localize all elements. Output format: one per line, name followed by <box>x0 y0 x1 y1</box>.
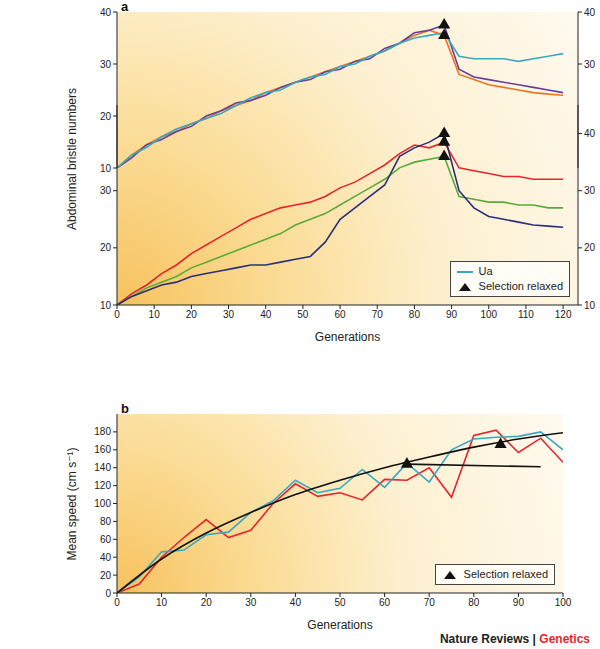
svg-text:100: 100 <box>555 597 572 608</box>
svg-text:30: 30 <box>100 59 112 70</box>
svg-text:10: 10 <box>149 309 161 320</box>
svg-text:80: 80 <box>100 516 112 527</box>
svg-text:90: 90 <box>513 597 525 608</box>
svg-text:30: 30 <box>584 185 592 196</box>
svg-text:70: 70 <box>372 309 384 320</box>
svg-text:160: 160 <box>94 444 111 455</box>
html-text:Nature Reviews | Genetics: Nature Reviews | Genetics <box>439 632 590 646</box>
svg-text:30: 30 <box>223 309 235 320</box>
svg-text:0: 0 <box>114 597 120 608</box>
svg-text:40: 40 <box>584 128 592 139</box>
svg-text:40: 40 <box>100 552 112 563</box>
svg-text:20: 20 <box>201 597 213 608</box>
svg-text:10: 10 <box>584 300 592 311</box>
svg-text:20: 20 <box>100 570 112 581</box>
svg-text:100: 100 <box>94 498 111 509</box>
svg-text:10: 10 <box>100 163 112 174</box>
html-text:b: b <box>121 401 129 416</box>
svg-text:70: 70 <box>424 597 436 608</box>
html-text:Selection relaxed: Selection relaxed <box>463 568 548 580</box>
html-text:Selection relaxed: Selection relaxed <box>478 280 563 292</box>
svg-text:0: 0 <box>114 309 120 320</box>
svg-text:30: 30 <box>245 597 257 608</box>
svg-text:40: 40 <box>100 7 112 18</box>
svg-text:20: 20 <box>584 242 592 253</box>
svg-text:Generations: Generations <box>315 330 380 343</box>
svg-text:0: 0 <box>105 588 111 599</box>
svg-text:40: 40 <box>260 309 272 320</box>
svg-text:60: 60 <box>335 309 347 320</box>
svg-text:80: 80 <box>409 309 421 320</box>
html-text:Abdominal bristle numbers: Abdominal bristle numbers <box>65 87 79 230</box>
svg-text:100: 100 <box>480 309 497 320</box>
svg-text:20: 20 <box>186 309 198 320</box>
html-text:Ua: Ua <box>478 265 493 277</box>
svg-text:20: 20 <box>100 111 112 122</box>
svg-text:40: 40 <box>290 597 302 608</box>
svg-text:120: 120 <box>555 309 572 320</box>
svg-text:Generations: Generations <box>307 618 372 631</box>
svg-text:140: 140 <box>94 462 111 473</box>
svg-text:60: 60 <box>379 597 391 608</box>
svg-text:30: 30 <box>584 59 592 70</box>
svg-text:50: 50 <box>334 597 346 608</box>
svg-text:60: 60 <box>100 534 112 545</box>
svg-text:40: 40 <box>584 7 592 18</box>
html-text:Mean speed (cm s⁻¹): Mean speed (cm s⁻¹) <box>65 447 79 560</box>
svg-text:10: 10 <box>100 300 112 311</box>
svg-text:120: 120 <box>94 480 111 491</box>
svg-text:20: 20 <box>100 242 112 253</box>
svg-text:110: 110 <box>518 309 534 320</box>
svg-text:90: 90 <box>446 309 458 320</box>
svg-text:80: 80 <box>468 597 480 608</box>
svg-text:30: 30 <box>100 185 112 196</box>
svg-text:180: 180 <box>94 426 111 437</box>
html-text:a: a <box>121 0 129 14</box>
svg-text:10: 10 <box>156 597 168 608</box>
svg-text:50: 50 <box>297 309 309 320</box>
